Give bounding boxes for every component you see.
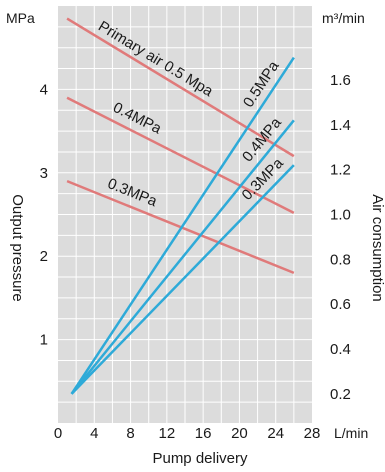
x-tick-label: 0 — [54, 425, 62, 442]
right-tick-label: 1.4 — [330, 117, 351, 134]
left-tick-label: 2 — [40, 248, 48, 265]
x-tick-label: 16 — [195, 425, 212, 442]
left-unit-label: MPa — [6, 10, 35, 26]
right-tick-label: 1.0 — [330, 207, 351, 224]
left-tick-label: 4 — [40, 81, 48, 98]
right-unit-label: m³/min — [322, 10, 365, 26]
x-unit-label: L/min — [334, 425, 368, 441]
right-tick-label: 0.6 — [330, 296, 351, 313]
x-tick-label: 4 — [90, 425, 98, 442]
left-tick-label: 1 — [40, 332, 48, 349]
x-tick-label: 8 — [126, 425, 134, 442]
left-tick-label: 3 — [40, 165, 48, 182]
right-tick-label: 0.4 — [330, 341, 351, 358]
consumption-line — [70, 164, 295, 395]
x-tick-label: 12 — [159, 425, 176, 442]
x-axis-title: Pump delivery — [152, 450, 248, 467]
right-tick-label: 1.2 — [330, 162, 351, 179]
right-axis-title: Air consumption — [369, 194, 385, 302]
right-tick-label: 0.2 — [330, 386, 351, 403]
right-tick-label: 1.6 — [330, 72, 351, 89]
pressure-line — [66, 96, 295, 214]
pressure-line — [66, 17, 295, 158]
x-tick-label: 20 — [231, 425, 248, 442]
series-layer — [66, 17, 295, 395]
x-tick-label: 24 — [267, 425, 284, 442]
consumption-line — [70, 119, 295, 395]
left-axis-title: Output pressure — [9, 194, 26, 302]
right-tick-label: 0.8 — [330, 251, 351, 268]
consumption-line — [70, 56, 295, 395]
grid — [58, 6, 312, 423]
x-tick-label: 28 — [304, 425, 321, 442]
